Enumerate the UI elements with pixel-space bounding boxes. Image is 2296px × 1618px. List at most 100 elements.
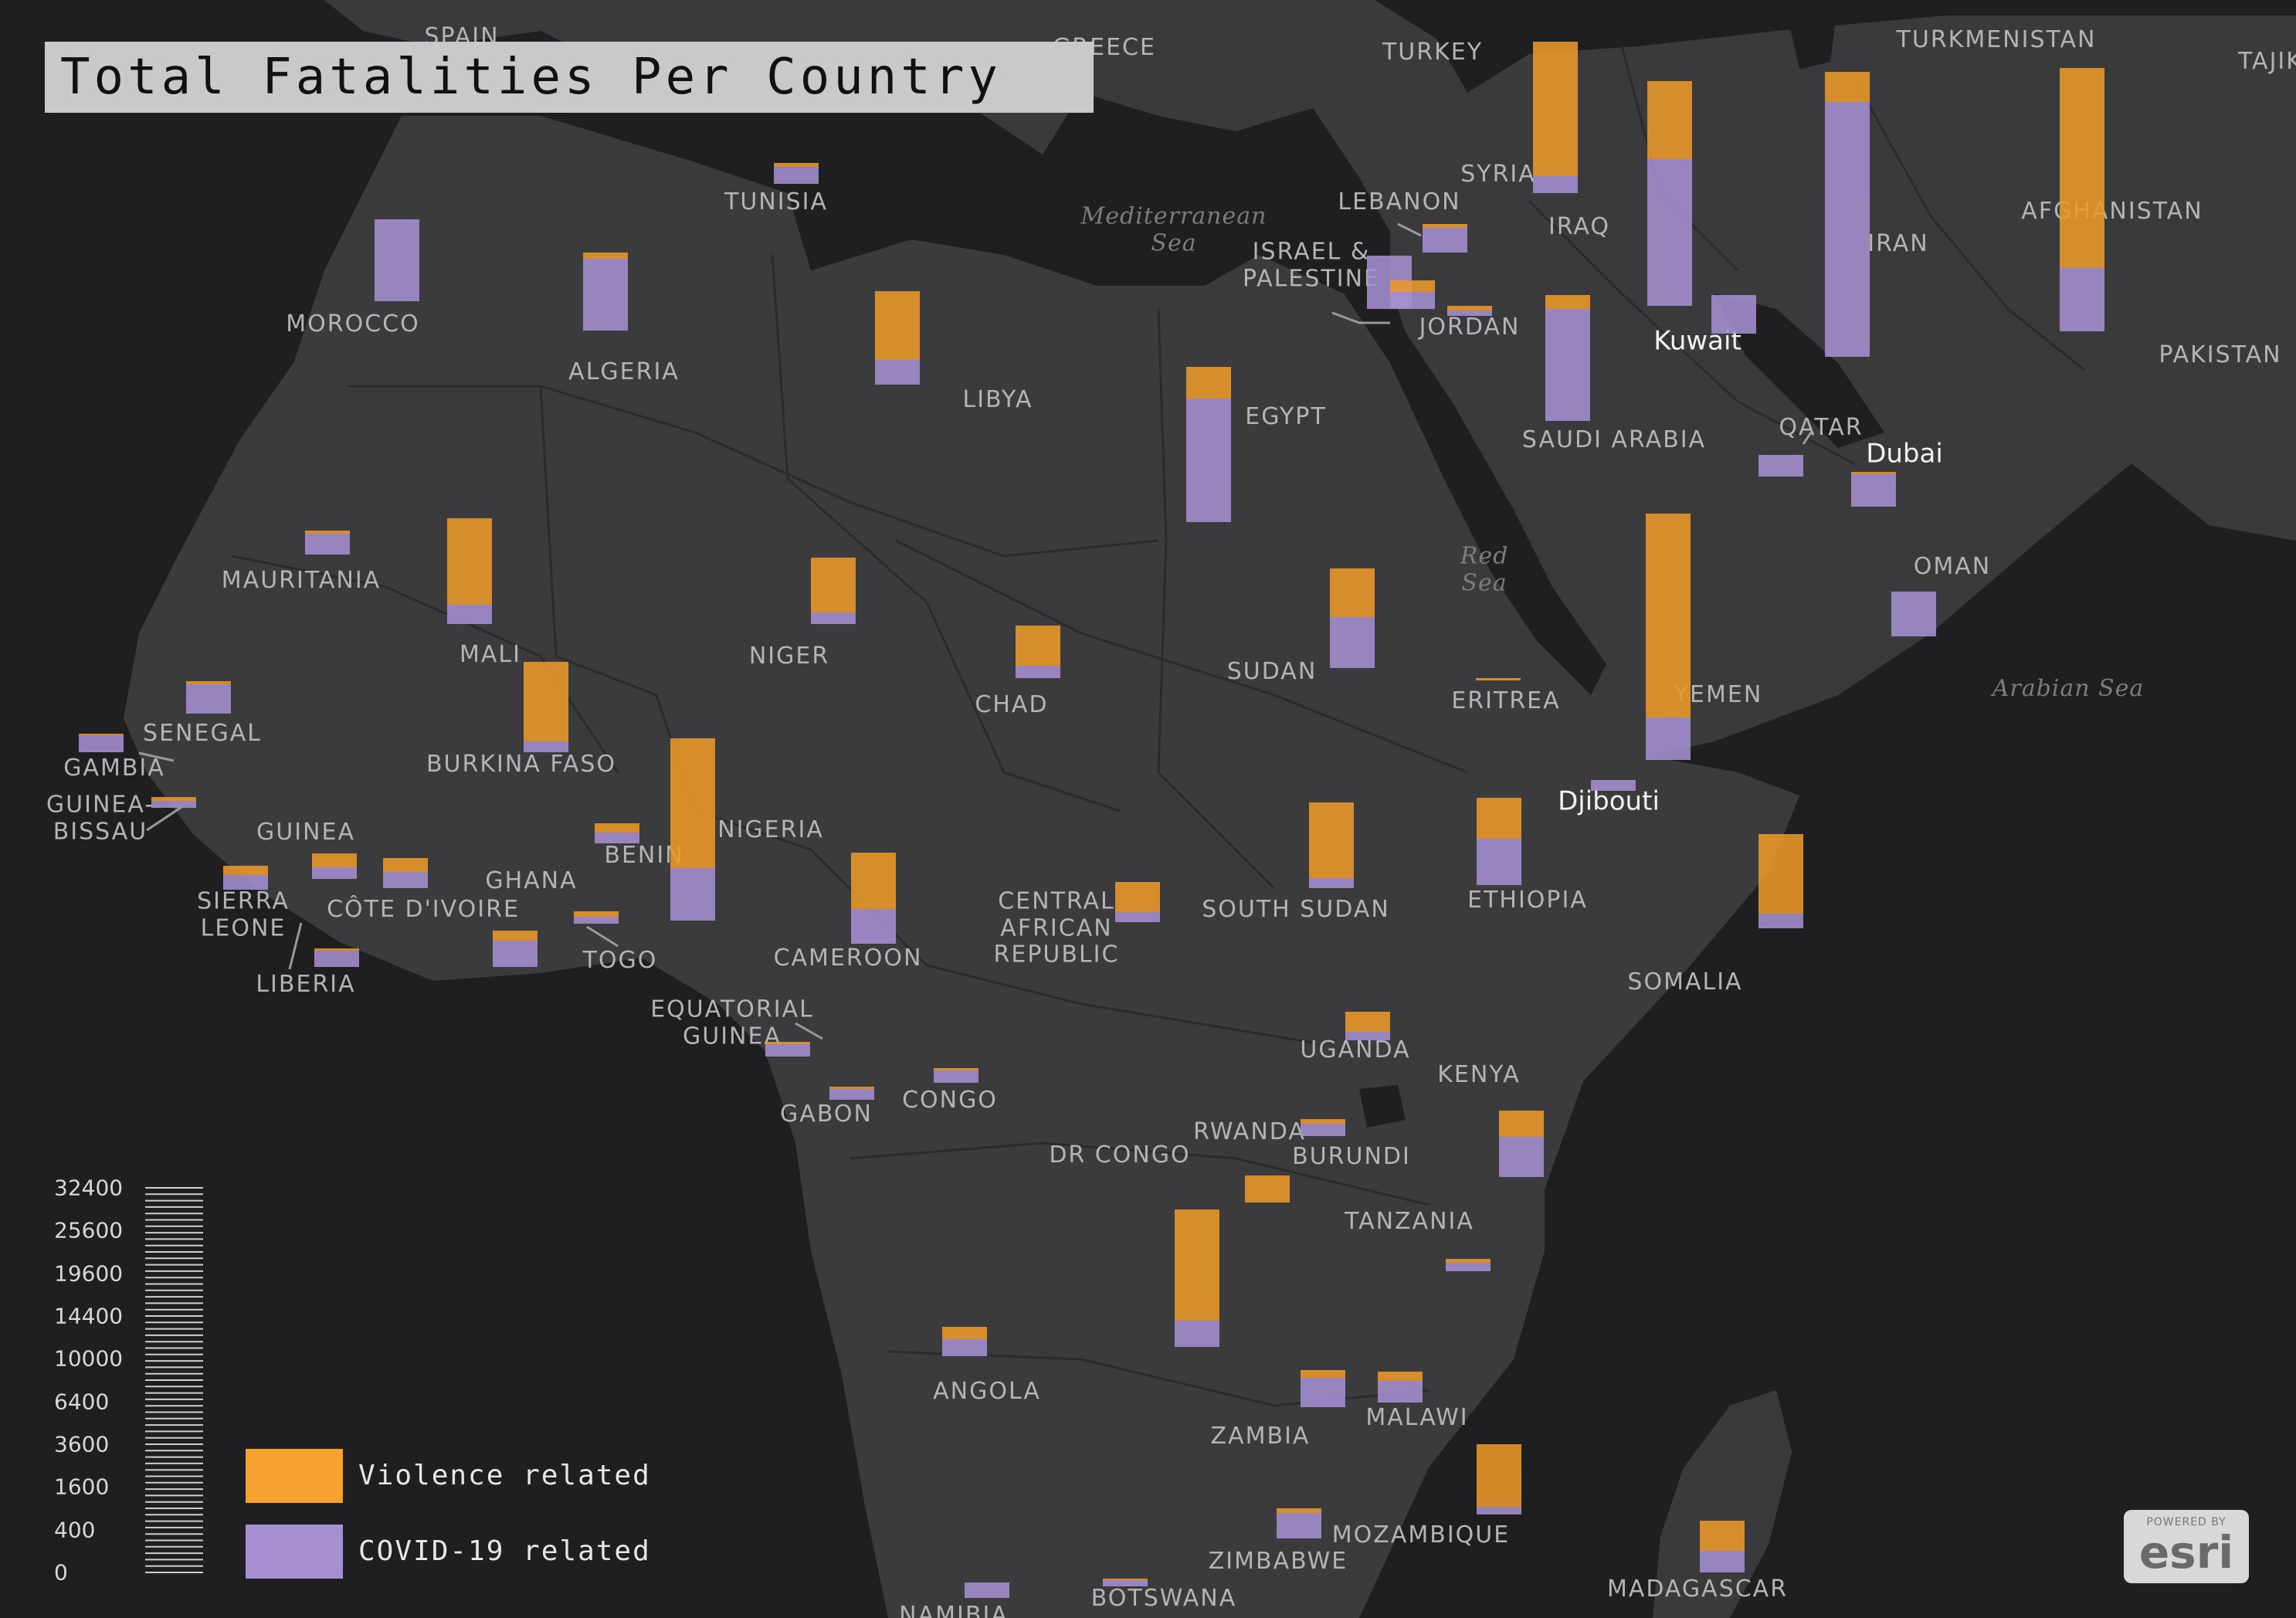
country-label-iraq: IRAQ (1548, 212, 1611, 240)
bar-saudi-arabia[interactable] (1545, 295, 1590, 421)
mediterranean-sea (695, 139, 1375, 293)
bar-algeria[interactable] (583, 253, 628, 331)
bar-iraq[interactable] (1647, 81, 1692, 306)
esri-wordmark: esri (2138, 1526, 2234, 1579)
bar-zambia[interactable] (1301, 1369, 1345, 1407)
bar-segment-covid (1851, 474, 1896, 507)
bar-segment-violence (942, 1326, 987, 1340)
bar-mauritania[interactable] (305, 531, 350, 555)
bar-segment-covid (223, 875, 268, 890)
bar-gabon[interactable] (829, 1086, 874, 1100)
bar-niger[interactable] (811, 557, 856, 624)
country-label-south-sudan: SOUTH SUDAN (1202, 895, 1390, 923)
country-label-burkina-faso: BURKINA FASO (426, 750, 617, 778)
bar-cameroon[interactable] (851, 852, 896, 944)
bar-burkina-faso[interactable] (524, 662, 568, 752)
bar-mali[interactable] (447, 518, 492, 624)
bar-liberia[interactable] (314, 948, 359, 967)
bar-uae[interactable] (1851, 472, 1896, 507)
bar-segment-covid (447, 604, 492, 624)
bar-segment-covid (314, 951, 359, 967)
bar-segment-covid (1446, 1263, 1491, 1271)
bar-segment-covid (1309, 877, 1354, 888)
bar-jordan[interactable] (1447, 305, 1492, 316)
bar-oman[interactable] (1891, 592, 1936, 636)
country-label-iran: IRAN (1867, 229, 1929, 257)
bar-zimbabwe[interactable] (1277, 1508, 1321, 1538)
bar-iran[interactable] (1825, 71, 1870, 357)
bar-nigeria[interactable] (670, 738, 715, 921)
country-label-morocco: MOROCCO (286, 310, 420, 338)
bar-dr-congo[interactable] (1175, 1209, 1219, 1347)
bar-equatorial-guinea[interactable] (765, 1042, 810, 1057)
bar-angola[interactable] (942, 1326, 987, 1356)
bar-benin[interactable] (595, 823, 639, 843)
country-label-zambia: ZAMBIA (1210, 1422, 1311, 1450)
country-label-egypt: EGYPT (1245, 402, 1327, 430)
country-label-cameroon: CAMEROON (773, 944, 923, 972)
bar-segment-covid (1390, 292, 1435, 309)
country-label-guinea-bissau: GUINEA- BISSAU (46, 791, 155, 845)
bar-mozambique[interactable] (1477, 1444, 1521, 1515)
bar-south-sudan[interactable] (1309, 802, 1354, 888)
city-label-dubai: Dubai (1866, 438, 1943, 470)
bar-malawi[interactable] (1378, 1371, 1423, 1403)
bar-segment-violence (1499, 1110, 1544, 1137)
bar-qatar[interactable] (1758, 454, 1803, 477)
bar-segment-covid (79, 735, 124, 752)
bar-djibouti[interactable] (1591, 779, 1636, 791)
bar-guinea[interactable] (312, 853, 357, 879)
bar-rwanda[interactable] (1301, 1119, 1345, 1136)
bar-burundi[interactable] (1245, 1175, 1290, 1202)
bar-palestine[interactable] (1390, 280, 1435, 309)
bar-sierra-leone[interactable] (223, 866, 268, 890)
bar-syria[interactable] (1423, 223, 1467, 253)
bar-senegal[interactable] (186, 681, 231, 714)
bar-namibia[interactable] (965, 1582, 1009, 1598)
bar-central-african-republic[interactable] (1115, 881, 1160, 922)
bar-segment-violence (934, 1068, 978, 1070)
bar-afghanistan[interactable] (2060, 68, 2104, 331)
bar-segment-violence (670, 738, 715, 869)
bar-kuwait[interactable] (1711, 294, 1756, 334)
bar-gambia[interactable] (79, 733, 124, 752)
bar-togo[interactable] (574, 911, 619, 924)
bar-tanzania[interactable] (1446, 1258, 1491, 1271)
africa-landmass (124, 116, 1799, 1618)
bar-segment-covid (1186, 399, 1231, 522)
bar-yemen[interactable] (1646, 513, 1691, 760)
country-label-lebanon: LEBANON (1338, 188, 1461, 215)
bar-ghana[interactable] (493, 931, 538, 967)
bar-guinea-bissau[interactable] (151, 796, 196, 808)
bar-segment-violence (223, 866, 268, 876)
bar-congo[interactable] (934, 1068, 978, 1083)
bar-chad[interactable] (1016, 626, 1060, 678)
country-label-tajik: TAJIK (2238, 47, 2296, 75)
bar-segment-covid (934, 1070, 978, 1083)
bar-kenya[interactable] (1499, 1110, 1544, 1177)
country-label-sudan: SUDAN (1226, 657, 1318, 685)
bar-madagascar[interactable] (1700, 1521, 1745, 1572)
bar-uganda[interactable] (1345, 1011, 1390, 1040)
bar-libya[interactable] (875, 290, 920, 385)
scale-label: 3600 (54, 1431, 110, 1457)
madagascar-landmass (1653, 1390, 1792, 1618)
bar-botswana[interactable] (1103, 1579, 1148, 1586)
esri-attribution-logo[interactable]: POWERED BY esri (2124, 1510, 2249, 1583)
country-label-namibia: NAMIBIA (899, 1601, 1009, 1618)
country-label-syria: SYRIA (1460, 160, 1536, 188)
bar-tunisia[interactable] (774, 162, 819, 184)
bar-ethiopia[interactable] (1477, 798, 1521, 885)
bar-morocco[interactable] (375, 219, 419, 301)
bar-segment-violence (1345, 1011, 1390, 1033)
bar-segment-covid (829, 1088, 874, 1100)
bar-c-te-d-ivoire[interactable] (383, 857, 428, 888)
bar-sudan[interactable] (1330, 568, 1375, 668)
bar-segment-violence (1245, 1175, 1290, 1202)
bar-somalia[interactable] (1758, 833, 1803, 928)
bar-eritrea[interactable] (1476, 677, 1521, 680)
bar-egypt[interactable] (1186, 366, 1231, 522)
bar-turkey[interactable] (1533, 42, 1578, 193)
water-label-red-sea: Red Sea (1460, 542, 1509, 596)
